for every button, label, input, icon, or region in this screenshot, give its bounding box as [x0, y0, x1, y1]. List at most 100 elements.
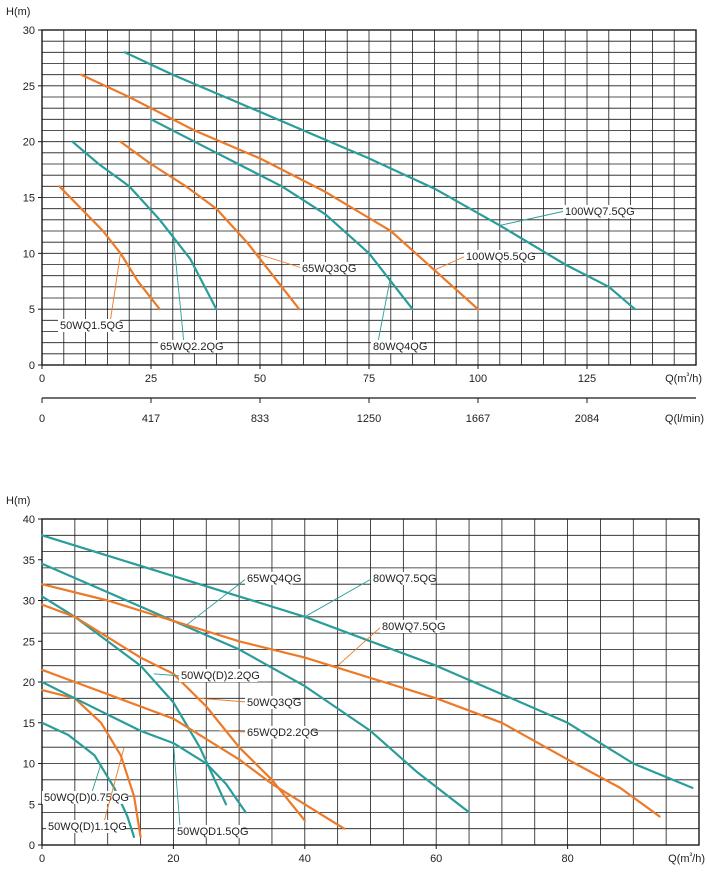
y-tick-label: 35	[23, 555, 35, 567]
x-tick-label: 50	[254, 373, 266, 385]
curves	[40, 534, 694, 838]
curve-label-65WQ3QG: 65WQ3QG	[302, 263, 356, 275]
label-leader-line	[103, 747, 125, 823]
curve-label-80WQ7.5QG: 80WQ7.5QG	[382, 621, 446, 633]
label-background	[371, 340, 420, 353]
label-background	[563, 205, 631, 218]
label-background	[371, 572, 431, 585]
curve-label-50WQ(D)2.2QG: 50WQ(D)2.2QG	[181, 670, 260, 682]
label-leader-line	[377, 275, 392, 343]
y-tick-label: 15	[23, 193, 35, 205]
label-background	[58, 319, 120, 332]
x-tick-label: 0	[39, 853, 45, 865]
curve-80WQ7.5QG	[40, 534, 694, 789]
y-tick-label: 0	[29, 360, 35, 372]
label-background	[46, 820, 125, 833]
curve-65WQD2.2QG	[40, 668, 346, 830]
label-background	[245, 726, 311, 739]
curve-label-50WQ(D)1.1QG: 50WQ(D)1.1QG	[48, 821, 127, 833]
curve-label-50WQ3QG: 50WQ3QG	[247, 697, 301, 709]
x-tick-label: 25	[145, 373, 157, 385]
chart-top: 50WQ1.5QG 65WQ2.2QG 65WQ3QG 80WQ4QG 100WQ5.5…	[6, 6, 704, 425]
curve-65WQ3QG	[119, 140, 301, 311]
y-axis-label: H(m)	[6, 495, 30, 507]
label-background	[464, 250, 532, 263]
label-leader-line	[172, 230, 185, 345]
curves	[58, 51, 637, 311]
curve-label-100WQ5.5QG: 100WQ5.5QG	[466, 251, 536, 263]
y-tick-label: 10	[23, 248, 35, 260]
y-tick-label: 0	[29, 840, 35, 852]
axes: 0 5 10 15 20 25 30 0 25 50 75 100 125 H(m) Q(m³/h) 0 417…	[6, 6, 704, 425]
curve-50WQ(D)1.1QG	[40, 689, 142, 838]
curve-labels: 50WQ(D)0.75QG 50WQ(D)1.1QG 50WQD1.5QG 50WQ(…	[42, 572, 446, 838]
secondary-x-tick-label: 2084	[575, 413, 599, 425]
y-axis-label: H(m)	[6, 6, 30, 18]
y-tick-label: 20	[23, 137, 35, 149]
y-tick-label: 25	[23, 81, 35, 93]
curve-100WQ7.5QG	[123, 51, 637, 311]
label-leader-line	[186, 577, 248, 626]
label-background	[175, 825, 241, 838]
curve-80WQ4QG	[149, 118, 414, 311]
label-leader-line	[304, 577, 374, 618]
secondary-x-tick-label: 1667	[466, 413, 490, 425]
label-leader-line	[219, 730, 248, 733]
y-tick-label: 25	[23, 636, 35, 648]
label-leader-line	[337, 625, 383, 667]
secondary-x-tick-label: 833	[251, 413, 269, 425]
label-leader-line	[255, 252, 303, 269]
x-tick-label: 20	[167, 853, 179, 865]
grid	[41, 518, 700, 846]
label-leader-line	[172, 743, 181, 827]
curve-50WQ1.5QG	[58, 185, 161, 311]
y-tick-label: 15	[23, 718, 35, 730]
chart-bottom: 50WQ(D)0.75QG 50WQ(D)1.1QG 50WQD1.5QG 50WQ(…	[6, 495, 705, 865]
label-leader-line	[499, 210, 566, 226]
curve-50WQ(D)0.75QG	[40, 721, 136, 838]
curve-label-80WQ7.5QG: 80WQ7.5QG	[373, 573, 437, 585]
curve-50WQD1.5QG	[40, 680, 247, 814]
x-tick-label: 40	[299, 853, 311, 865]
label-background	[158, 340, 220, 353]
curve-label-65WQ4QG: 65WQ4QG	[247, 573, 301, 585]
label-leader-line	[91, 763, 102, 793]
y-tick-label: 30	[23, 25, 35, 37]
grid	[41, 29, 697, 366]
x-tick-label: 0	[39, 373, 45, 385]
x-tick-label: 75	[363, 373, 375, 385]
x-tick-label: 100	[469, 373, 487, 385]
curve-65WQ4QG	[40, 562, 471, 814]
y-tick-label: 5	[29, 799, 35, 811]
secondary-x-tick-label: 1250	[357, 413, 381, 425]
y-tick-label: 30	[23, 596, 35, 608]
label-leader-line	[153, 673, 182, 677]
y-tick-label: 40	[23, 514, 35, 526]
x-tick-label: 80	[561, 853, 573, 865]
x-tick-label: 60	[430, 853, 442, 865]
curve-80WQ7.5QG	[40, 583, 661, 818]
curve-labels: 50WQ1.5QG 65WQ2.2QG 65WQ3QG 80WQ4QG 100WQ5.5…	[58, 205, 635, 353]
curve-label-80WQ4QG: 80WQ4QG	[373, 341, 427, 353]
label-background	[380, 620, 440, 633]
secondary-x-tick-label: 0	[39, 413, 45, 425]
x-tick-label: 125	[578, 373, 596, 385]
label-leader-line	[199, 697, 248, 703]
curve-65WQ2.2QG	[71, 140, 218, 311]
label-background	[42, 791, 127, 804]
curve-label-50WQD1.5QG: 50WQD1.5QG	[177, 826, 249, 838]
x-axis-label: Q(m³/h)	[665, 371, 702, 385]
label-background	[300, 262, 349, 275]
axes: 0 5 10 15 20 25 30 35 40 0 20 40 60 80 H(m) Q(m³/h)	[6, 495, 705, 865]
y-tick-label: 20	[23, 677, 35, 689]
curve-50WQ3QG	[40, 603, 306, 822]
label-background	[245, 696, 293, 709]
label-background	[245, 572, 293, 585]
curve-label-65WQ2.2QG: 65WQ2.2QG	[160, 341, 224, 353]
secondary-x-tick-label: 417	[142, 413, 160, 425]
curve-label-50WQ(D)0.75QG: 50WQ(D)0.75QG	[44, 792, 129, 804]
y-tick-label: 5	[29, 304, 35, 316]
curve-100WQ5.5QG	[80, 73, 480, 311]
x-axis-label: Q(m³/h)	[668, 851, 705, 865]
